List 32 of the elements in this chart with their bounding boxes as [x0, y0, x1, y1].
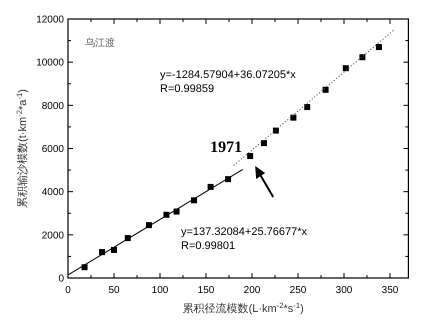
y-tick-label: 6000 [42, 144, 64, 155]
point [260, 140, 267, 146]
point [376, 44, 382, 50]
x-axis-title: 累积径流模数(L·km$^{-2}$*s$^{-1}$) [182, 300, 304, 315]
x-tick-label: 150 [198, 285, 215, 296]
y-tick-label: 0 [58, 274, 64, 284]
point [322, 86, 329, 93]
point [290, 114, 296, 121]
annotation: y=-1284.57904+36.07205*x [160, 69, 296, 81]
point [304, 104, 310, 110]
point [342, 65, 349, 72]
text: 乌江渡 [85, 37, 115, 49]
x-tick-label: 250 [290, 285, 307, 296]
y-tick-label: 12000 [36, 14, 64, 26]
annotation: R=0.99801 [181, 240, 236, 252]
point [247, 153, 254, 160]
point [111, 246, 117, 253]
x-tick-label: 300 [336, 285, 353, 296]
x-tick-label: 0 [65, 285, 72, 296]
y-tick-label: 10000 [36, 58, 64, 69]
y-tick-label: 8000 [42, 100, 64, 112]
annotation: y=137.32084+25.76677*x [181, 226, 308, 238]
x-tick-label: 200 [244, 285, 261, 296]
annotation: R=0.99859 [160, 83, 214, 95]
point [359, 54, 366, 60]
x-tick-label: 100 [152, 285, 169, 296]
point [272, 128, 279, 134]
x-tick-label: 350 [382, 285, 399, 296]
x-tick-label: 50 [108, 285, 120, 296]
y-tick-label: 2000 [42, 230, 64, 242]
annotation: 1971 [210, 139, 242, 156]
y-tick-label: 4000 [42, 187, 64, 198]
